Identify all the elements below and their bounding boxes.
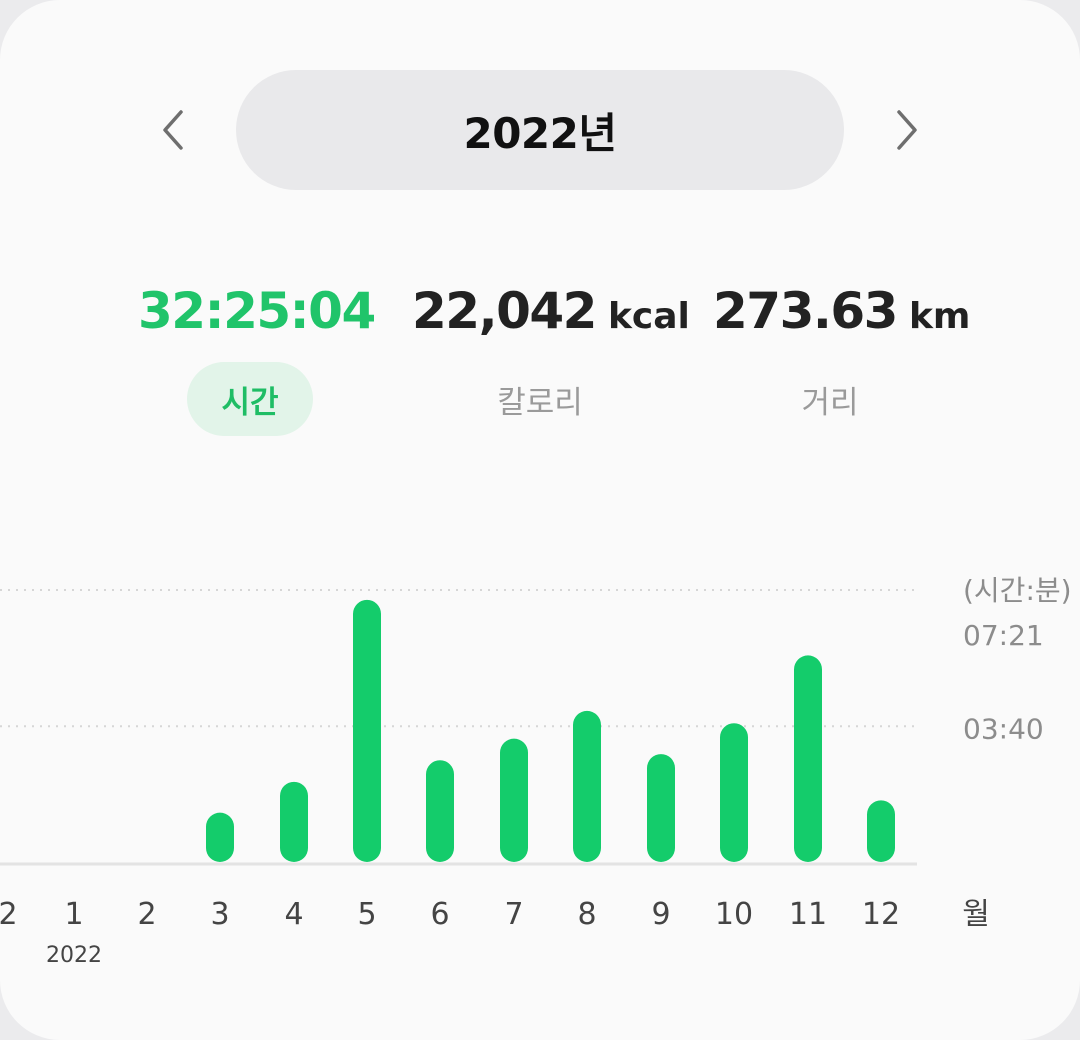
bar-month-7 [500, 738, 528, 862]
chevron-left-icon [163, 110, 183, 150]
tab-time[interactable]: 시간 [187, 362, 313, 436]
total-distance-value: 273.63 km [713, 282, 970, 340]
x-tick-label: 1 [64, 897, 83, 932]
x-tick-label: 2 [137, 897, 156, 932]
y-unit-label: (시간:분) [963, 574, 1072, 607]
x-tick-label: 2 [0, 897, 18, 932]
x-tick-label: 12 [862, 897, 900, 932]
calories-number: 22,042 [412, 282, 597, 340]
calories-unit: kcal [607, 296, 690, 337]
y-tick-label: 07:21 [963, 619, 1044, 652]
x-tick-label: 5 [357, 897, 376, 932]
x-tick-label: 9 [651, 897, 670, 932]
distance-unit: km [908, 296, 971, 337]
x-tick-label: 10 [715, 897, 753, 932]
tab-calories[interactable]: 칼로리 [497, 384, 583, 421]
bar-month-3 [206, 812, 234, 862]
x-tick-label: 8 [577, 897, 596, 932]
bar-month-12 [867, 800, 895, 862]
chevron-right-icon [897, 110, 917, 150]
year-label: 2022년 [463, 108, 617, 158]
x-tick-label: 4 [284, 897, 303, 932]
x-tick-label: 7 [504, 897, 523, 932]
previous-year-button[interactable] [151, 108, 195, 152]
tab-distance[interactable]: 거리 [801, 384, 859, 421]
total-time-value: 32:25:04 [138, 282, 376, 340]
bar-month-6 [426, 760, 454, 862]
bar-month-8 [573, 710, 601, 862]
x-year-label: 2022 [46, 943, 102, 968]
distance-number: 273.63 [713, 282, 898, 340]
bar-month-4 [280, 781, 308, 862]
bar-month-11 [794, 655, 822, 862]
next-year-button[interactable] [885, 108, 929, 152]
y-tick-label: 03:40 [963, 712, 1044, 745]
x-tick-label: 6 [430, 897, 449, 932]
bar-month-10 [720, 723, 748, 862]
total-calories-value: 22,042 kcal [412, 282, 690, 340]
x-tick-label: 11 [789, 897, 827, 932]
bar-month-9 [647, 754, 675, 862]
year-selector[interactable]: 2022년 [236, 70, 844, 190]
x-tick-label: 3 [210, 897, 229, 932]
bar-month-5 [353, 599, 381, 862]
x-axis-month-suffix: 월 [962, 897, 990, 932]
